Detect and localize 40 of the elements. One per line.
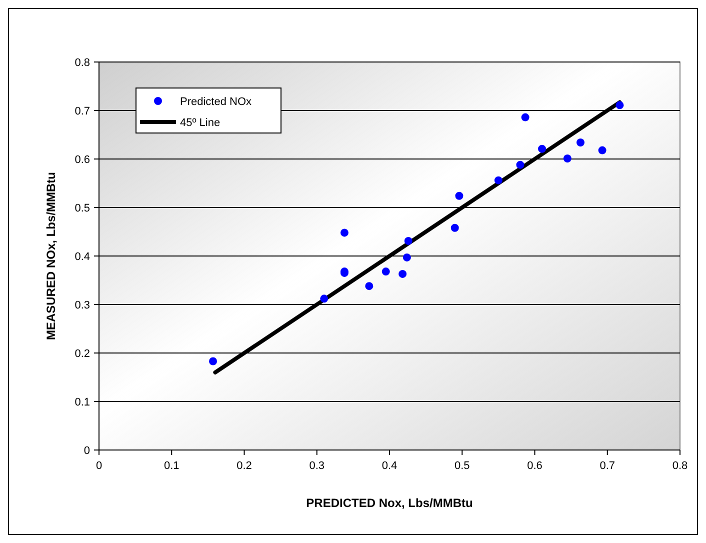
y-tick-label: 0.4 <box>74 251 90 263</box>
point <box>402 253 411 262</box>
point <box>320 294 328 303</box>
point <box>209 357 218 366</box>
y-tick-label: 0.1 <box>74 396 90 408</box>
x-axis-title: PREDICTED Nox, Lbs/MMBtu <box>306 496 473 510</box>
point <box>598 146 606 154</box>
point <box>382 268 390 276</box>
y-tick-label: 0.3 <box>74 300 90 312</box>
point <box>404 236 412 245</box>
x-tick-label: 0.3 <box>309 460 325 472</box>
x-tick-label: 0.6 <box>527 460 542 472</box>
x-tick-label: 0.4 <box>382 460 398 472</box>
y-tick-label: 0.5 <box>74 202 90 214</box>
point <box>494 176 502 184</box>
point <box>398 270 407 278</box>
legend-label: 45º Line <box>180 117 220 129</box>
x-tick-label: 0.2 <box>236 460 252 472</box>
point <box>516 160 524 169</box>
y-tick-label: 0 <box>84 445 90 457</box>
x-tick-label: 0 <box>96 460 102 472</box>
point <box>563 154 572 163</box>
y-tick-label: 0.7 <box>74 106 90 118</box>
legend-label: Predicted NOx <box>180 96 252 108</box>
x-tick-label: 0.5 <box>454 460 470 472</box>
x-tick-label: 0.8 <box>672 460 688 472</box>
y-axis-title: MEASURED NOx, Lbs/MMBtu <box>44 172 58 340</box>
point <box>450 224 459 232</box>
point <box>521 113 530 122</box>
y-tick-label: 0.6 <box>74 154 90 166</box>
x-tick-label: 0.7 <box>600 460 616 472</box>
point <box>576 138 585 147</box>
y-tick-label: 0.8 <box>74 57 90 69</box>
point <box>455 192 464 200</box>
x-tick-label: 0.1 <box>164 460 180 472</box>
point <box>538 144 546 153</box>
y-tick-label: 0.2 <box>74 348 90 360</box>
point <box>365 282 374 290</box>
point <box>616 101 624 110</box>
point <box>340 228 348 237</box>
